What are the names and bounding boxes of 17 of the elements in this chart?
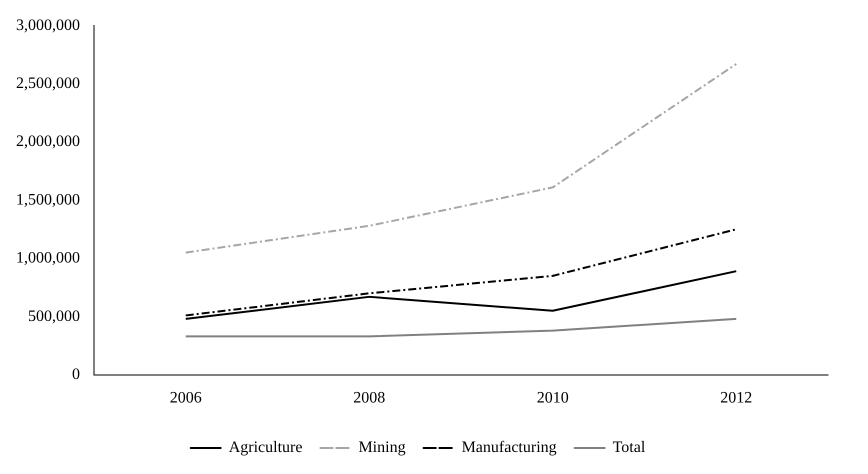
legend-label: Mining	[358, 439, 406, 456]
line-series	[184, 228, 738, 316]
x-tick-label: 2008	[353, 390, 386, 407]
x-tick-label: 2006	[170, 390, 202, 407]
y-tick-label: 2,500,000	[16, 75, 80, 92]
y-tick-label: 500,000	[28, 308, 80, 325]
x-tick-label: 2010	[536, 390, 569, 407]
y-tick-label: 1,000,000	[16, 250, 80, 267]
x-tick-label: 2012	[720, 390, 752, 407]
legend-label: Agriculture	[228, 439, 302, 456]
y-tick-label: 0	[72, 366, 80, 384]
legend-label: Total	[612, 439, 646, 456]
line-series	[184, 63, 738, 254]
legend-label: Manufacturing	[462, 439, 557, 456]
y-tick-label: 3,000,000	[16, 16, 80, 34]
y-tick-label: 2,000,000	[16, 133, 80, 150]
y-tick-label: 1,500,000	[16, 191, 80, 208]
